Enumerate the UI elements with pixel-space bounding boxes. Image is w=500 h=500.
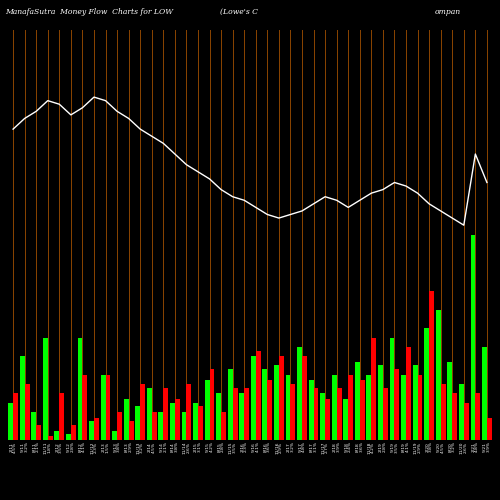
Bar	[216, 394, 221, 440]
Bar	[106, 375, 110, 440]
Bar	[378, 366, 383, 440]
Bar	[117, 412, 122, 440]
Bar	[448, 362, 452, 440]
Text: ManafaSutra  Money Flow  Charts for LOW: ManafaSutra Money Flow Charts for LOW	[5, 8, 173, 16]
Text: (Lowe's C: (Lowe's C	[220, 8, 258, 16]
Bar	[182, 412, 186, 440]
Bar	[140, 384, 145, 440]
Bar	[100, 375, 105, 440]
Bar	[418, 375, 422, 440]
Bar	[360, 380, 364, 440]
Bar	[274, 366, 279, 440]
Bar	[158, 412, 164, 440]
Bar	[394, 369, 400, 440]
Bar	[464, 402, 468, 440]
Bar	[13, 394, 18, 440]
Bar	[366, 375, 372, 440]
Bar	[66, 434, 71, 440]
Bar	[32, 412, 36, 440]
Bar	[286, 375, 290, 440]
Bar	[136, 406, 140, 440]
Bar	[470, 235, 476, 440]
Bar	[332, 375, 336, 440]
Bar	[314, 388, 318, 440]
Bar	[244, 388, 249, 440]
Bar	[164, 388, 168, 440]
Bar	[355, 362, 360, 440]
Bar	[320, 394, 325, 440]
Bar	[297, 347, 302, 440]
Bar	[308, 380, 314, 440]
Bar	[268, 380, 272, 440]
Bar	[89, 422, 94, 440]
Bar	[71, 425, 76, 440]
Bar	[476, 394, 480, 440]
Bar	[452, 394, 457, 440]
Bar	[344, 399, 348, 440]
Bar	[186, 384, 192, 440]
Bar	[232, 388, 237, 440]
Bar	[221, 412, 226, 440]
Bar	[43, 338, 48, 440]
Bar	[94, 418, 99, 440]
Bar	[60, 394, 64, 440]
Bar	[372, 338, 376, 440]
Bar	[482, 347, 487, 440]
Bar	[279, 356, 283, 440]
Bar	[325, 399, 330, 440]
Bar	[54, 430, 60, 440]
Text: ompan: ompan	[435, 8, 461, 16]
Bar	[128, 422, 134, 440]
Bar	[228, 369, 232, 440]
Bar	[204, 380, 210, 440]
Bar	[251, 356, 256, 440]
Bar	[175, 399, 180, 440]
Bar	[112, 430, 117, 440]
Bar	[290, 384, 296, 440]
Bar	[170, 402, 175, 440]
Bar	[48, 436, 52, 440]
Bar	[78, 338, 82, 440]
Bar	[440, 384, 446, 440]
Bar	[401, 375, 406, 440]
Bar	[147, 388, 152, 440]
Bar	[210, 369, 214, 440]
Bar	[24, 384, 29, 440]
Bar	[240, 394, 244, 440]
Bar	[424, 328, 429, 440]
Bar	[152, 412, 156, 440]
Bar	[390, 338, 394, 440]
Bar	[487, 418, 492, 440]
Bar	[406, 347, 411, 440]
Bar	[336, 388, 342, 440]
Bar	[412, 366, 418, 440]
Bar	[20, 356, 24, 440]
Bar	[302, 356, 307, 440]
Bar	[348, 375, 353, 440]
Bar	[8, 402, 13, 440]
Bar	[36, 425, 41, 440]
Bar	[459, 384, 464, 440]
Bar	[429, 291, 434, 440]
Bar	[124, 399, 128, 440]
Bar	[383, 388, 388, 440]
Bar	[436, 310, 440, 440]
Bar	[198, 406, 203, 440]
Bar	[193, 402, 198, 440]
Bar	[82, 375, 87, 440]
Bar	[262, 369, 268, 440]
Bar	[256, 350, 260, 440]
